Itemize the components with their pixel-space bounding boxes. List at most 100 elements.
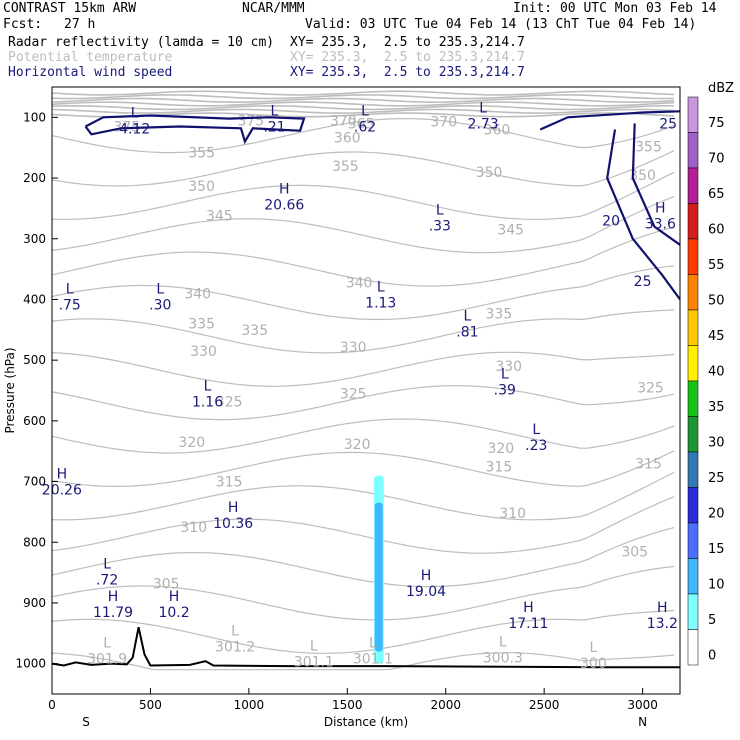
wind-extremum-type: L — [532, 422, 540, 438]
x-tick-label: 0 — [48, 698, 56, 712]
theta-contour-line — [51, 565, 675, 621]
wind-extremum: L1.16 — [192, 379, 223, 411]
x-tick-label: 1000 — [234, 698, 265, 712]
y-axis-title: Pressure (hPa) — [3, 347, 17, 433]
field-theta-name: Potential temperature — [8, 50, 173, 65]
surface-label-type: L — [231, 624, 239, 640]
wind-extremum-type: L — [131, 105, 139, 121]
init-time: Init: 00 UTC Mon 03 Feb 14 — [513, 1, 717, 16]
wind-extremum: L2.73 — [468, 101, 499, 133]
theta-label: 340 — [346, 275, 373, 291]
wind-extremum-type: L — [479, 101, 487, 117]
wind-extremum-type: L — [66, 281, 74, 297]
theta-label: 335 — [486, 306, 513, 322]
theta-label: 330 — [340, 340, 367, 356]
wind-extremum-value: 1.13 — [365, 296, 396, 312]
colorbar-level: 15 — [708, 542, 725, 557]
wind-contours — [84, 110, 681, 301]
wind-extremum-value: 10.36 — [213, 516, 253, 532]
colorbar-level: 35 — [708, 400, 725, 415]
field-wind-name: Horizontal wind speed — [8, 65, 173, 80]
theta-contour-line — [51, 97, 675, 104]
wind-extremum: L.21 — [263, 104, 285, 136]
colorbar-swatch — [687, 487, 699, 524]
colorbar-level: 45 — [708, 329, 725, 344]
y-tick-label: 700 — [23, 475, 46, 489]
colorbar-level: 20 — [708, 507, 725, 522]
wind-extremum: L.75 — [59, 281, 81, 313]
colorbar-swatch — [687, 522, 699, 559]
theta-contour-line — [51, 351, 675, 387]
theta-label: 330 — [190, 344, 217, 360]
wind-extremum: H10.2 — [158, 589, 189, 621]
wind-extremum: L1.13 — [365, 280, 396, 312]
surface-label-type: L — [369, 636, 377, 652]
wind-extremum-type: H — [657, 600, 668, 616]
theta-label: 355 — [332, 159, 359, 175]
wind-extremum-type: L — [377, 280, 385, 296]
theta-label: 320 — [344, 437, 371, 453]
wind-extremum-value: 2.73 — [468, 117, 499, 133]
y-tick-label: 1000 — [15, 657, 46, 671]
wind-extremum-value: 20.26 — [42, 483, 82, 499]
wind-extremum-value: .30 — [149, 297, 171, 313]
theta-contour-line — [51, 496, 675, 554]
wind-contour-label: 25 — [659, 116, 677, 132]
surface-label-value: 300 — [580, 656, 607, 672]
wind-extremum-value: .21 — [263, 120, 285, 136]
endpoint-right: N — [638, 715, 647, 729]
reflectivity-column — [373, 475, 384, 664]
theta-label: 315 — [486, 459, 513, 475]
x-tick-label: 1500 — [332, 698, 363, 712]
colorbar-level: 70 — [708, 152, 725, 167]
wind-extremum-value: .75 — [59, 297, 81, 313]
theta-contour-line — [51, 171, 675, 220]
header: CONTRAST 15km ARW NCAR/MMM Init: 00 UTC … — [0, 0, 740, 85]
wind-contour-line — [606, 129, 681, 301]
theta-label: 350 — [629, 168, 656, 184]
wind-extremum-value: 10.2 — [158, 605, 189, 621]
wind-extremum-type: L — [271, 104, 279, 120]
theta-label: 310 — [499, 506, 526, 522]
theta-contour-line — [51, 104, 675, 111]
surface-label-value: 301.9 — [87, 652, 127, 668]
x-axis-title: Distance (km) — [324, 715, 408, 729]
wind-extremum-type: H — [421, 568, 432, 584]
surface-label-type: L — [499, 634, 507, 650]
wind-extremum-type: L — [361, 104, 369, 120]
colorbar-swatch — [687, 203, 699, 240]
wind-extremum: H33.6 — [645, 201, 676, 233]
wind-extremum-type: H — [279, 181, 290, 197]
y-tick-label: 800 — [23, 535, 46, 549]
surface-label-type: L — [103, 636, 111, 652]
theta-label: 355 — [188, 146, 215, 162]
colorbar-level: 0 — [708, 649, 716, 664]
colorbar-swatch — [687, 451, 699, 488]
x-tick-label: 2000 — [430, 698, 461, 712]
theta-label: 315 — [216, 475, 243, 491]
wind-extremum-type: H — [523, 600, 534, 616]
wind-extremum: H13.2 — [647, 600, 678, 632]
wind-extremum-type: H — [57, 467, 68, 483]
wind-extremum-type: H — [108, 589, 119, 605]
field-reflectivity-name: Radar reflectivity (lamda = 10 cm) — [8, 35, 275, 50]
colorbar-swatch — [687, 345, 699, 382]
wind-extremum: L.33 — [429, 203, 451, 235]
plot-frame — [51, 86, 681, 695]
org-label: NCAR/MMM — [242, 1, 305, 16]
theta-label: 350 — [476, 165, 503, 181]
wind-contour-line — [631, 123, 681, 246]
colorbar-level: 5 — [708, 613, 716, 628]
theta-contour-line — [51, 195, 675, 254]
theta-label: 325 — [340, 387, 367, 403]
field-wind-xy: XY= 235.3, 2.5 to 235.3,214.7 — [290, 65, 525, 80]
colorbar-level: 40 — [708, 365, 725, 380]
wind-extremum: H19.04 — [406, 568, 446, 600]
field-theta-xy: XY= 235.3, 2.5 to 235.3,214.7 — [290, 50, 525, 65]
theta-contour-line — [51, 527, 675, 588]
wind-extremum-value: 33.6 — [645, 217, 676, 233]
wind-extremum: L.72 — [96, 556, 118, 588]
